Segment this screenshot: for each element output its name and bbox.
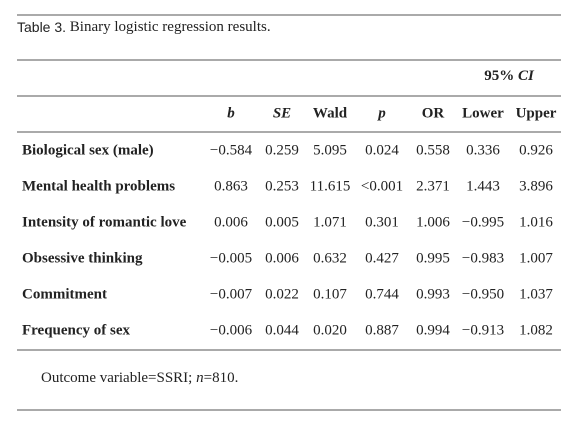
cell: 0.005 bbox=[265, 214, 299, 230]
cell: −0.950 bbox=[462, 286, 504, 302]
cell: −0.913 bbox=[462, 322, 504, 338]
cell: 5.095 bbox=[313, 142, 347, 158]
cell: −0.995 bbox=[462, 214, 504, 230]
cell: 3.896 bbox=[519, 178, 553, 194]
column-header: b bbox=[227, 105, 235, 121]
cell: −0.007 bbox=[210, 286, 253, 302]
cell: 0.427 bbox=[365, 250, 399, 266]
column-header: SE bbox=[273, 105, 291, 121]
cell: −0.005 bbox=[210, 250, 252, 266]
column-header: p bbox=[376, 105, 386, 121]
group-header-label: CI bbox=[518, 68, 535, 84]
cell: 0.993 bbox=[416, 286, 450, 302]
cell: 1.007 bbox=[519, 250, 553, 266]
cell: 0.022 bbox=[265, 286, 299, 302]
footnote: Outcome variable=SSRI; n=810. bbox=[41, 370, 238, 386]
caption: Table 3. Binary logistic regression resu… bbox=[17, 19, 271, 36]
group-header: 95% CI bbox=[484, 68, 535, 84]
cell: 0.020 bbox=[313, 322, 347, 338]
cell: 0.006 bbox=[214, 214, 248, 230]
cell: 1.006 bbox=[416, 214, 450, 230]
cell: 2.371 bbox=[416, 178, 450, 194]
footnote-text: =810. bbox=[204, 370, 239, 386]
cell: 0.744 bbox=[365, 286, 399, 302]
cell: −0.584 bbox=[210, 142, 253, 158]
cell: 0.926 bbox=[519, 142, 553, 158]
table-label: Table 3. bbox=[17, 19, 66, 35]
row-label: Mental health problems bbox=[22, 178, 175, 194]
cell: 0.259 bbox=[265, 142, 299, 158]
cell: 1.071 bbox=[313, 214, 347, 230]
row-label: Biological sex (male) bbox=[22, 142, 154, 158]
row-label: Frequency of sex bbox=[22, 322, 131, 338]
group-header-number: 95% bbox=[484, 68, 514, 84]
cell: 0.863 bbox=[214, 178, 248, 194]
column-header: Lower bbox=[462, 105, 504, 121]
cell: 0.558 bbox=[416, 142, 450, 158]
row-label: Intensity of romantic love bbox=[22, 214, 187, 230]
column-header: OR bbox=[422, 105, 445, 121]
row-label: Obsessive thinking bbox=[22, 250, 143, 266]
cell: 0.044 bbox=[265, 322, 299, 338]
cell: 0.336 bbox=[466, 142, 500, 158]
column-header: Wald bbox=[313, 105, 348, 121]
cell: 0.006 bbox=[265, 250, 299, 266]
cell: 0.253 bbox=[265, 178, 299, 194]
cell: 1.082 bbox=[519, 322, 553, 338]
cell: 1.037 bbox=[519, 286, 553, 302]
caption-text: Binary logistic regression results. bbox=[70, 19, 271, 35]
cell: 0.632 bbox=[313, 250, 347, 266]
cell: 11.615 bbox=[310, 178, 351, 194]
cell: 1.016 bbox=[519, 214, 553, 230]
cell: 1.443 bbox=[466, 178, 500, 194]
cell: −0.983 bbox=[462, 250, 504, 266]
cell: −0.006 bbox=[210, 322, 253, 338]
cell: 0.301 bbox=[365, 214, 399, 230]
footnote-text: Outcome variable=SSRI; bbox=[41, 370, 196, 386]
cell: 0.887 bbox=[365, 322, 399, 338]
cell: 0.995 bbox=[416, 250, 450, 266]
footnote-symbol: n bbox=[196, 370, 204, 386]
cell: <0.001 bbox=[361, 178, 403, 194]
row-label: Commitment bbox=[22, 286, 107, 302]
cell: 0.994 bbox=[416, 322, 450, 338]
cell: 0.024 bbox=[365, 142, 399, 158]
cell: 0.107 bbox=[313, 286, 347, 302]
column-header: Upper bbox=[516, 105, 557, 121]
